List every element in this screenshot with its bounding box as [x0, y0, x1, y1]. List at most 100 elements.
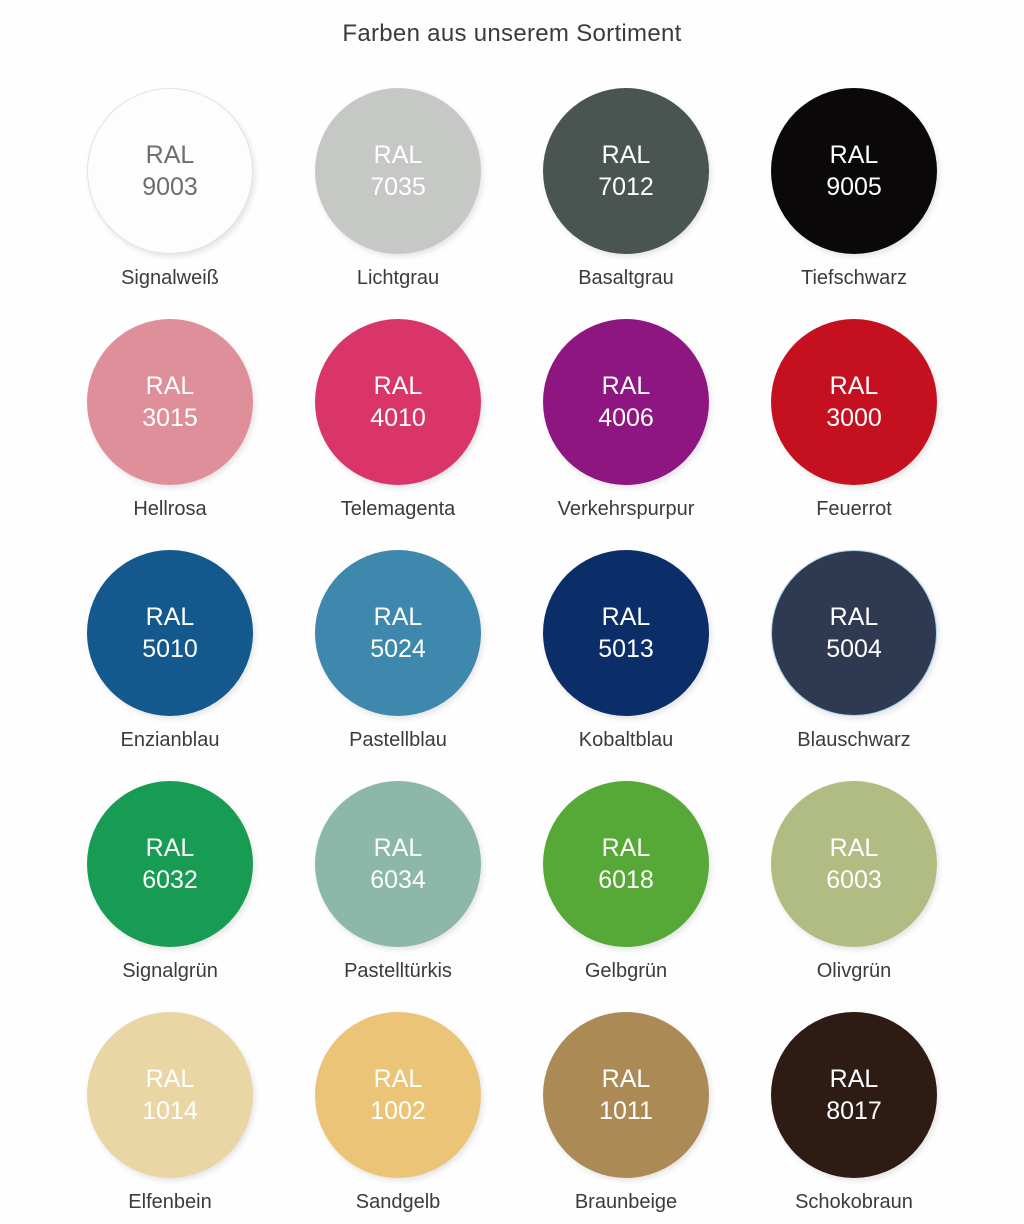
ral-prefix: RAL	[829, 834, 879, 862]
swatch-cell-ral-5010: RAL 5010 Enzianblau	[56, 530, 284, 761]
swatch-name: Braunbeige	[574, 1191, 678, 1213]
ral-code: 6018	[598, 866, 654, 894]
swatch-name: Hellrosa	[133, 498, 207, 520]
ral-prefix: RAL	[601, 1065, 651, 1093]
swatch-name: Blauschwarz	[797, 729, 911, 751]
swatch-cell-ral-1014: RAL 1014 Elfenbein	[56, 992, 284, 1223]
color-swatch-circle: RAL 9005	[771, 88, 937, 254]
swatch-cell-ral-9003: RAL 9003 Signalweiß	[56, 68, 284, 299]
swatch-cell-ral-5024: RAL 5024 Pastellblau	[284, 530, 512, 761]
ral-code: 6032	[142, 866, 198, 894]
ral-prefix: RAL	[145, 834, 195, 862]
swatch-cell-ral-6018: RAL 6018 Gelbgrün	[512, 761, 740, 992]
swatch-name: Gelbgrün	[584, 960, 668, 982]
ral-code: 4010	[370, 404, 426, 432]
swatch-cell-ral-5013: RAL 5013 Kobaltblau	[512, 530, 740, 761]
ral-prefix: RAL	[373, 141, 423, 169]
ral-prefix: RAL	[601, 372, 651, 400]
ral-code: 1014	[142, 1097, 198, 1125]
color-swatch-circle: RAL 8017	[771, 1012, 937, 1178]
swatch-cell-ral-3000: RAL 3000 Feuerrot	[740, 299, 968, 530]
ral-code: 9005	[826, 173, 882, 201]
color-swatch-circle: RAL 6034	[315, 781, 481, 947]
swatch-name: Enzianblau	[120, 729, 220, 751]
color-swatch-circle: RAL 7035	[315, 88, 481, 254]
swatch-name: Schokobraun	[795, 1191, 913, 1213]
swatch-name: Signalweiß	[121, 267, 219, 289]
ral-prefix: RAL	[145, 141, 195, 169]
color-swatch-circle: RAL 6003	[771, 781, 937, 947]
ral-code: 9003	[142, 173, 198, 201]
swatch-name: Tiefschwarz	[801, 267, 907, 289]
swatch-name: Lichtgrau	[356, 267, 440, 289]
swatch-name: Elfenbein	[128, 1191, 212, 1213]
ral-code: 7012	[598, 173, 654, 201]
swatch-name: Kobaltblau	[578, 729, 674, 751]
swatch-cell-ral-3015: RAL 3015 Hellrosa	[56, 299, 284, 530]
ral-prefix: RAL	[601, 141, 651, 169]
page-title: Farben aus unserem Sortiment	[342, 20, 682, 47]
color-swatch-circle: RAL 9003	[87, 88, 253, 254]
swatch-name: Telemagenta	[340, 498, 456, 520]
swatch-cell-ral-1011: RAL 1011 Braunbeige	[512, 992, 740, 1223]
color-swatch-circle: RAL 6032	[87, 781, 253, 947]
ral-prefix: RAL	[829, 603, 879, 631]
color-swatch-circle: RAL 4010	[315, 319, 481, 485]
ral-code: 8017	[826, 1097, 882, 1125]
color-swatch-circle: RAL 4006	[543, 319, 709, 485]
color-swatch-circle: RAL 1002	[315, 1012, 481, 1178]
ral-prefix: RAL	[373, 1065, 423, 1093]
ral-code: 3015	[142, 404, 198, 432]
ral-prefix: RAL	[145, 372, 195, 400]
color-swatch-circle: RAL 3000	[771, 319, 937, 485]
swatch-name: Pastelltürkis	[344, 960, 452, 982]
swatch-cell-ral-8017: RAL 8017 Schokobraun	[740, 992, 968, 1223]
color-swatch-circle: RAL 7012	[543, 88, 709, 254]
ral-code: 6034	[370, 866, 426, 894]
swatch-cell-ral-7035: RAL 7035 Lichtgrau	[284, 68, 512, 299]
ral-code: 5024	[370, 635, 426, 663]
ral-code: 1011	[599, 1097, 653, 1125]
ral-prefix: RAL	[145, 1065, 195, 1093]
ral-prefix: RAL	[373, 603, 423, 631]
ral-prefix: RAL	[373, 834, 423, 862]
color-swatch-circle: RAL 3015	[87, 319, 253, 485]
swatch-cell-ral-7012: RAL 7012 Basaltgrau	[512, 68, 740, 299]
swatch-name: Pastellblau	[349, 729, 447, 751]
color-swatch-circle: RAL 5024	[315, 550, 481, 716]
ral-prefix: RAL	[829, 1065, 879, 1093]
swatch-cell-ral-6032: RAL 6032 Signalgrün	[56, 761, 284, 992]
color-swatch-circle: RAL 5013	[543, 550, 709, 716]
swatch-cell-ral-4006: RAL 4006 Verkehrspurpur	[512, 299, 740, 530]
ral-prefix: RAL	[601, 834, 651, 862]
ral-prefix: RAL	[145, 603, 195, 631]
ral-code: 5004	[826, 635, 882, 663]
ral-code: 6003	[826, 866, 882, 894]
swatch-name: Verkehrspurpur	[557, 498, 695, 520]
color-swatch-circle: RAL 1014	[87, 1012, 253, 1178]
ral-prefix: RAL	[601, 603, 651, 631]
swatch-grid: RAL 9003 Signalweiß RAL 7035 Lichtgrau R…	[0, 68, 1024, 1223]
color-swatch-circle: RAL 5010	[87, 550, 253, 716]
swatch-cell-ral-5004: RAL 5004 Blauschwarz	[740, 530, 968, 761]
swatch-cell-ral-1002: RAL 1002 Sandgelb	[284, 992, 512, 1223]
swatch-name: Signalgrün	[122, 960, 218, 982]
ral-code: 3000	[826, 404, 882, 432]
swatch-cell-ral-9005: RAL 9005 Tiefschwarz	[740, 68, 968, 299]
swatch-name: Feuerrot	[816, 498, 892, 520]
color-swatch-circle: RAL 1011	[543, 1012, 709, 1178]
swatch-name: Basaltgrau	[578, 267, 674, 289]
color-swatch-circle: RAL 6018	[543, 781, 709, 947]
swatch-cell-ral-6034: RAL 6034 Pastelltürkis	[284, 761, 512, 992]
ral-prefix: RAL	[829, 141, 879, 169]
color-swatch-circle: RAL 5004	[771, 550, 937, 716]
swatch-name: Olivgrün	[816, 960, 892, 982]
swatch-cell-ral-4010: RAL 4010 Telemagenta	[284, 299, 512, 530]
swatch-cell-ral-6003: RAL 6003 Olivgrün	[740, 761, 968, 992]
ral-prefix: RAL	[829, 372, 879, 400]
ral-code: 4006	[598, 404, 654, 432]
ral-code: 5010	[142, 635, 198, 663]
ral-code: 5013	[598, 635, 654, 663]
ral-prefix: RAL	[373, 372, 423, 400]
